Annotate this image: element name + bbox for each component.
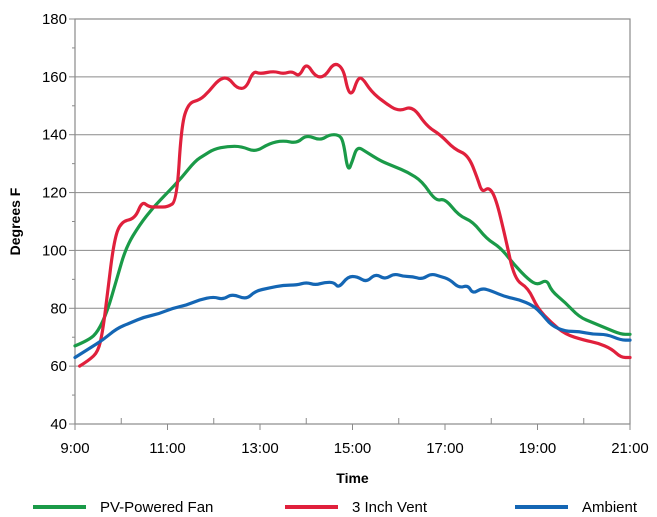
legend-label: 3 Inch Vent (352, 499, 428, 516)
y-tick-label: 180 (42, 11, 67, 28)
y-tick-label: 80 (50, 300, 67, 317)
plot-area-frame (74, 18, 631, 425)
y-axis-title: Degrees F (7, 187, 23, 255)
y-tick-label: 160 (42, 69, 67, 86)
y-tick-label: 120 (42, 185, 67, 202)
x-tick-label: 19:00 (519, 440, 557, 457)
x-tick-label: 9:00 (60, 440, 89, 457)
legend: PV-Powered Fan 3 Inch Vent Ambient (33, 499, 638, 516)
x-tick-label: 21:00 (611, 440, 649, 457)
x-tick-label: 13:00 (241, 440, 279, 457)
legend-label: PV-Powered Fan (100, 499, 213, 516)
series-line-0 (73, 133, 632, 348)
gridlines (75, 76, 630, 367)
x-tick-label: 15:00 (334, 440, 372, 457)
x-tick-label: 17:00 (426, 440, 464, 457)
y-tick-label: 60 (50, 358, 67, 375)
axes: 40 60 80 100 120 140 160 180 9:00 11:00 13:00 15:00… (42, 11, 649, 457)
y-tick-label: 140 (42, 127, 67, 144)
x-axis-title: Time (336, 470, 369, 486)
series-line-1 (78, 62, 632, 368)
y-tick-label: 100 (42, 242, 67, 259)
legend-label: Ambient (582, 499, 638, 516)
y-tick-label: 40 (50, 416, 67, 433)
series-line-2 (73, 272, 632, 360)
x-tick-label: 11:00 (149, 440, 185, 457)
series-lines (73, 62, 632, 368)
